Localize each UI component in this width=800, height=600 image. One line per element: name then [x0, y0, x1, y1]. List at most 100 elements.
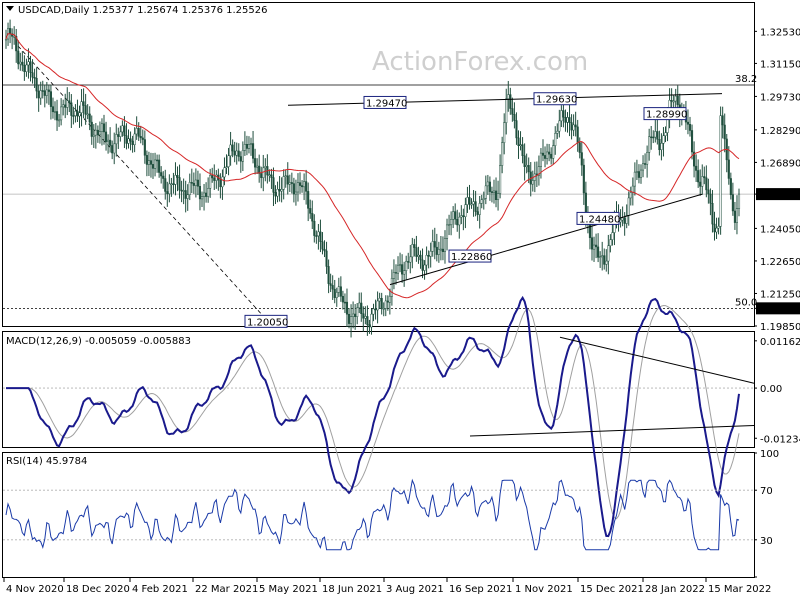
- candle-body: [574, 124, 577, 128]
- candle-body: [296, 182, 300, 193]
- candle-body: [399, 264, 402, 266]
- candle-body: [156, 159, 159, 162]
- candle-body: [115, 134, 118, 145]
- candle-body: [576, 126, 579, 143]
- rsi-header-text: RSI(14) 45.9784: [6, 456, 87, 467]
- price-tick-label: 1.24050: [760, 224, 800, 235]
- candle-body: [219, 179, 222, 188]
- candle-body: [51, 106, 55, 113]
- candle-body: [53, 111, 57, 113]
- candle-body: [190, 182, 193, 184]
- price-tick-label: 1.28290: [760, 126, 800, 137]
- candle-body: [519, 144, 522, 146]
- candle-body: [25, 64, 28, 72]
- candle-body: [560, 110, 563, 122]
- candle-body: [374, 308, 377, 311]
- candle-body: [168, 183, 171, 195]
- candle-body: [107, 139, 110, 142]
- candle-body: [194, 179, 197, 186]
- time-tick-label: 22 Mar 2021: [195, 584, 258, 595]
- candle-body: [372, 308, 375, 315]
- candle-body: [470, 203, 473, 206]
- candle-body: [621, 217, 624, 221]
- candle-body: [158, 159, 161, 173]
- candle-body: [358, 302, 361, 309]
- candle-body: [486, 181, 489, 187]
- price-tag-label: 1.25526: [758, 190, 799, 201]
- candle-body: [637, 171, 641, 178]
- candle-body: [450, 218, 453, 225]
- candle-body: [396, 264, 400, 274]
- macd-panel-frame: [2, 331, 755, 448]
- time-tick-label: 1 Nov 2021: [515, 584, 573, 595]
- candle-body: [211, 175, 214, 179]
- candle-body: [345, 301, 349, 315]
- candle-body: [145, 155, 148, 165]
- candle-body: [484, 185, 487, 199]
- price-tag-label: 1.20610: [758, 304, 799, 315]
- candle-body: [662, 135, 665, 144]
- candle-body: [543, 155, 547, 159]
- candle-body: [690, 130, 694, 153]
- candle-body: [121, 125, 124, 133]
- candle-body: [384, 300, 387, 309]
- candle-body: [546, 151, 549, 159]
- price-annotation-box: [576, 211, 620, 225]
- candle-body: [213, 177, 216, 181]
- candle-body: [721, 115, 724, 126]
- candle-body: [86, 113, 89, 116]
- candle-body: [27, 61, 30, 66]
- candle-body: [352, 313, 355, 317]
- candle-body: [552, 145, 555, 159]
- collapse-triangle-icon[interactable]: [6, 6, 14, 11]
- candle-body: [597, 246, 600, 258]
- candle-body: [582, 164, 585, 194]
- candle-body: [407, 261, 410, 263]
- candle-body: [664, 132, 667, 136]
- main-panel-frame: [2, 2, 755, 327]
- candle-body: [376, 300, 379, 311]
- candle-body: [247, 144, 251, 149]
- candle-body: [162, 175, 165, 179]
- candle-body: [448, 224, 451, 226]
- candle-body: [96, 129, 99, 136]
- candle-body: [658, 138, 661, 151]
- candle-body: [537, 166, 540, 176]
- candle-body: [370, 313, 373, 328]
- candle-body: [350, 316, 353, 324]
- candle-body: [303, 181, 306, 188]
- candle-body: [231, 144, 234, 152]
- candle-body: [525, 165, 528, 167]
- candle-body: [390, 278, 393, 297]
- candle-body: [319, 231, 322, 242]
- price-annotation-label: 1.29470: [366, 98, 407, 109]
- candle-body: [711, 203, 714, 225]
- candle-body: [178, 177, 181, 191]
- candle-body: [413, 244, 416, 248]
- candle-body: [717, 226, 720, 229]
- candle-body: [76, 110, 79, 117]
- candle-body: [488, 181, 491, 192]
- candle-body: [272, 177, 275, 193]
- candle-body: [288, 182, 291, 185]
- candle-body: [133, 133, 136, 145]
- candle-body: [64, 104, 67, 108]
- price-annotation-label: 1.20050: [247, 317, 288, 328]
- candle-body: [509, 94, 512, 109]
- rsi-tick-label: 100: [760, 449, 779, 460]
- candle-body: [15, 36, 18, 52]
- candle-body: [474, 201, 477, 212]
- candle-body: [505, 98, 508, 123]
- candle-body: [494, 190, 498, 201]
- candle-body: [364, 316, 367, 319]
- candle-body: [164, 178, 167, 192]
- candle-body: [70, 102, 73, 116]
- price-annotation-box: [448, 249, 492, 263]
- candle-body: [74, 110, 77, 116]
- candle-body: [517, 137, 520, 146]
- candle-body: [135, 128, 138, 135]
- candle-body: [19, 61, 22, 65]
- candle-body: [466, 197, 469, 205]
- candle-body: [223, 167, 226, 178]
